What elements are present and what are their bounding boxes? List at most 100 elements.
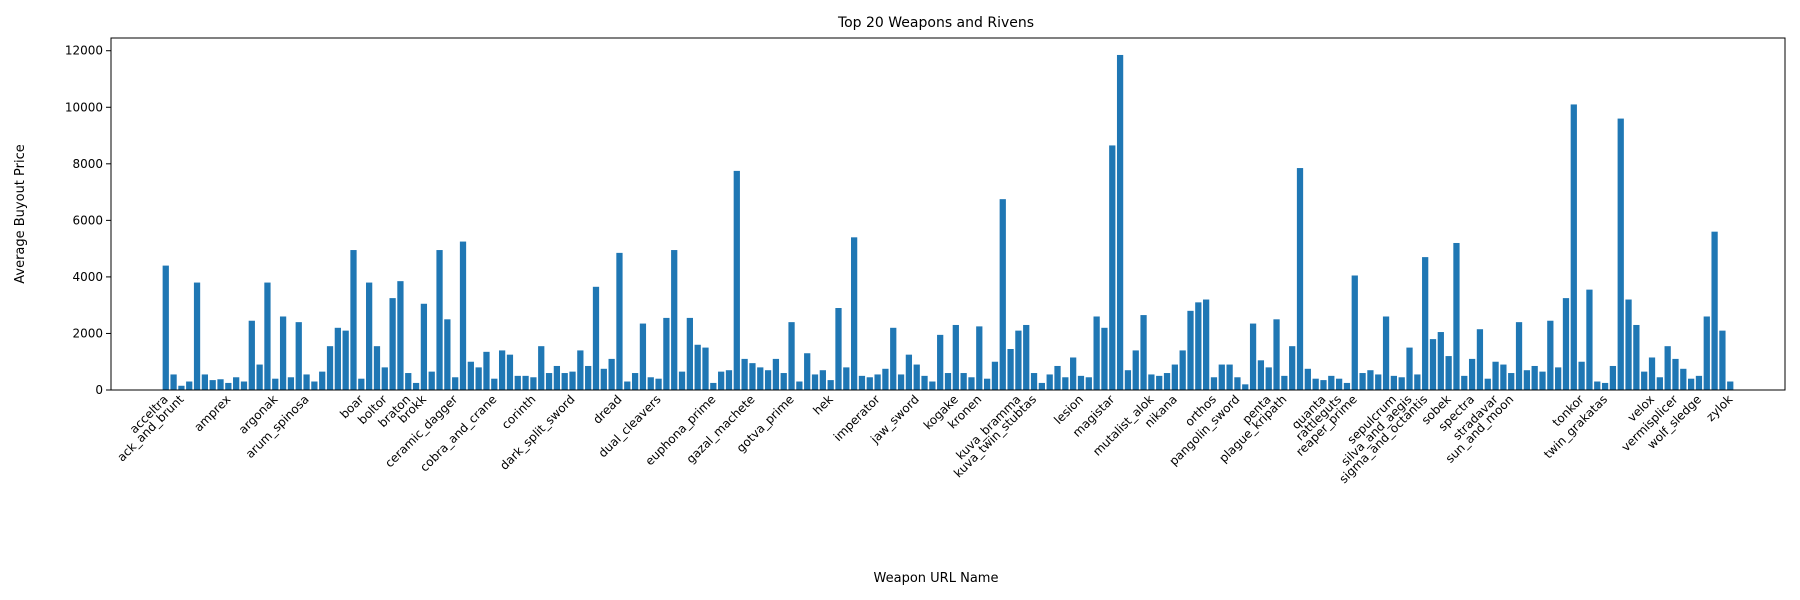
bar [444, 319, 451, 390]
bar [1289, 346, 1296, 390]
bar [1203, 299, 1210, 390]
bar [678, 371, 686, 390]
bar [1140, 315, 1147, 390]
bar [827, 380, 834, 390]
bar [1030, 373, 1038, 390]
bar [1648, 357, 1656, 390]
bar [1476, 329, 1484, 390]
bar [412, 382, 420, 390]
bar [976, 326, 983, 390]
bar [475, 367, 482, 390]
bar [780, 373, 787, 390]
bar [1226, 364, 1233, 390]
x-tick-label: gazal_machete [684, 392, 758, 466]
bar [1672, 358, 1679, 390]
bar [1156, 375, 1163, 390]
bar [311, 381, 318, 390]
bar [272, 378, 279, 390]
bar [522, 375, 529, 390]
bar [1343, 382, 1351, 390]
bar [389, 298, 396, 390]
bar [890, 327, 897, 390]
x-tick-label: hek [810, 392, 835, 417]
bar [279, 316, 287, 390]
bar [342, 330, 349, 390]
bar [373, 346, 381, 390]
bar [1445, 356, 1452, 390]
bar [772, 358, 780, 390]
bar [999, 199, 1006, 390]
bar [1171, 364, 1178, 390]
bar [1484, 378, 1491, 390]
bar [1148, 374, 1155, 390]
plot-frame [110, 37, 1786, 391]
bar [1132, 350, 1139, 390]
bar [913, 364, 920, 390]
bar [952, 324, 959, 390]
bar [561, 373, 568, 390]
bar [1422, 257, 1429, 390]
bar [1656, 377, 1663, 390]
bar [1163, 373, 1171, 390]
bar [1328, 375, 1335, 390]
bar [381, 367, 388, 390]
bar [671, 250, 678, 390]
bar [514, 375, 521, 390]
bar [905, 354, 913, 390]
bar [1398, 377, 1405, 390]
bar [1562, 298, 1570, 390]
bar [326, 346, 334, 390]
bar [201, 374, 208, 390]
bar [1539, 371, 1546, 390]
bar [1070, 357, 1077, 390]
bar [796, 381, 803, 390]
bar [1375, 374, 1382, 390]
bar [1359, 373, 1366, 390]
bar [1531, 365, 1538, 390]
bar [718, 371, 725, 390]
bar [1711, 231, 1718, 390]
chart-title: Top 20 Weapons and Rivens [837, 15, 1034, 31]
bar [1054, 365, 1061, 390]
bar [804, 353, 811, 390]
bar [397, 281, 404, 390]
bar [287, 377, 295, 390]
bar [991, 361, 999, 390]
bar [1453, 242, 1460, 390]
bar [170, 374, 177, 390]
bar [1468, 358, 1476, 390]
x-tick-label: corinth [499, 392, 539, 432]
bar [428, 371, 435, 390]
bar [240, 381, 248, 390]
bar [944, 373, 952, 390]
bar [1085, 377, 1092, 390]
bar [1210, 377, 1218, 390]
bar [530, 377, 537, 390]
bar [420, 303, 428, 390]
bar [663, 317, 670, 390]
bar [1703, 316, 1710, 390]
bar [1414, 374, 1421, 390]
bar [545, 373, 553, 390]
bar [733, 170, 740, 390]
bar [319, 371, 326, 390]
bar [639, 323, 647, 390]
bar [366, 282, 373, 390]
bar [702, 347, 709, 390]
bar [1429, 339, 1437, 390]
bar [1234, 377, 1241, 390]
bar [585, 365, 592, 390]
bar [960, 373, 967, 390]
bar [647, 377, 654, 390]
bar [1555, 367, 1562, 390]
bar [1664, 346, 1671, 390]
bar [1437, 332, 1444, 390]
bar [843, 367, 850, 390]
bar [1625, 299, 1632, 390]
bar [452, 377, 459, 390]
bar [1124, 370, 1132, 390]
bar [835, 308, 842, 390]
bar [1116, 54, 1124, 390]
bar [1249, 323, 1257, 390]
